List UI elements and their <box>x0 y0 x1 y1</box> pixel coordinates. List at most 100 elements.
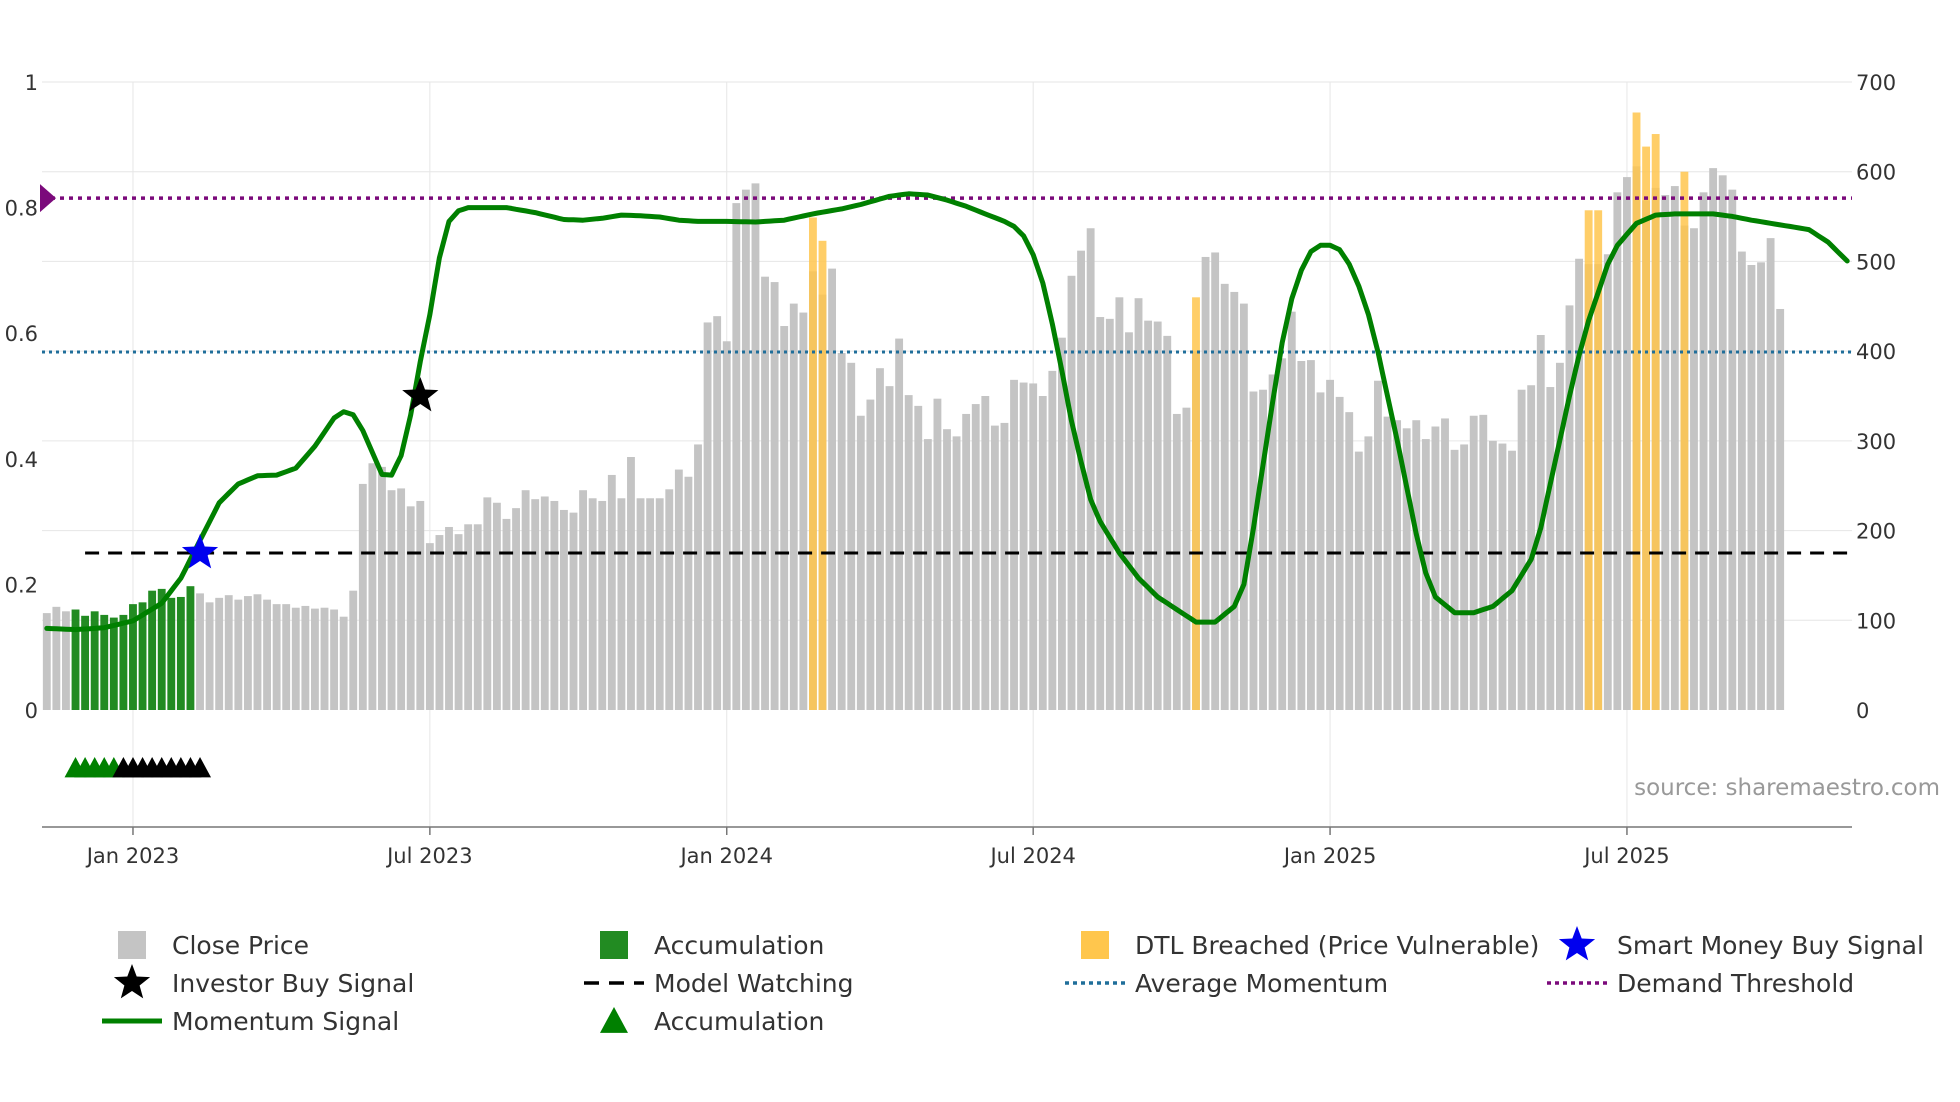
close-price-bar <box>1488 440 1497 710</box>
close-price-bar <box>1230 291 1239 710</box>
close-price-bar <box>990 425 999 710</box>
legend-label: Average Momentum <box>1135 969 1388 998</box>
close-price-bar <box>531 499 540 710</box>
dtl-breached-bar <box>1632 112 1641 710</box>
close-price-bar <box>1287 311 1296 710</box>
close-price-bar <box>1278 358 1287 710</box>
close-price-bar <box>923 439 932 710</box>
close-price-bar <box>129 604 137 710</box>
close-price-bar <box>1527 385 1536 710</box>
close-price-bar <box>1019 382 1028 710</box>
legend-item-demand: Demand Threshold <box>1547 969 1854 998</box>
close-price-bar <box>176 596 185 710</box>
close-price-bar <box>770 282 779 710</box>
close-price-bar <box>1354 451 1363 710</box>
close-price-bar <box>1517 389 1526 710</box>
close-price-bar <box>847 362 856 710</box>
close-price-bar <box>1153 321 1162 710</box>
close-price-bar <box>1776 308 1785 710</box>
close-price-bar <box>646 498 655 710</box>
investor-buy-star <box>402 377 439 412</box>
legend-swatch-dtl <box>1081 931 1109 959</box>
close-price-bar <box>1326 379 1334 710</box>
close-price-bar <box>502 518 511 710</box>
legend-label: Smart Money Buy Signal <box>1617 931 1924 960</box>
dtl-breached-bar <box>1594 210 1603 710</box>
close-price-bar <box>856 415 865 710</box>
close-price-bar <box>1048 370 1057 710</box>
close-price-bar <box>215 597 224 710</box>
close-price-bar <box>1268 374 1277 710</box>
close-price-bar <box>282 604 291 710</box>
close-price-bar <box>751 183 760 710</box>
close-price-bar <box>521 490 530 710</box>
close-price-bar <box>1345 412 1354 710</box>
legend-label: Demand Threshold <box>1617 969 1854 998</box>
close-price-bar <box>1029 383 1038 710</box>
close-price-bar <box>713 316 722 710</box>
close-price-bar <box>358 483 367 710</box>
close-price-bar <box>588 498 597 710</box>
close-price-bar <box>243 596 252 710</box>
close-price-bar <box>828 268 837 710</box>
close-price-bar <box>1603 254 1612 710</box>
close-price-bar <box>904 395 913 710</box>
close-price-bar <box>722 341 731 710</box>
close-price-bar <box>1623 177 1631 710</box>
close-price-bar <box>1508 450 1516 710</box>
right-axis-tick-label: 400 <box>1856 340 1896 364</box>
close-price-bar <box>1077 250 1086 711</box>
dtl-breached-bar <box>1680 171 1689 710</box>
x-tick-label: Jan 2024 <box>678 844 773 868</box>
close-price-bar <box>1096 317 1105 710</box>
close-price-bar <box>1306 360 1315 710</box>
close-price-bar <box>301 605 310 710</box>
close-price-bar <box>157 588 166 710</box>
close-price-bar <box>512 508 520 710</box>
close-price-bar <box>339 616 348 710</box>
close-price-bar <box>320 607 329 710</box>
close-price-bar <box>1450 449 1459 710</box>
legend-item-dtl: DTL Breached (Price Vulnerable) <box>1081 931 1539 960</box>
close-price-bar <box>550 500 559 710</box>
legend-item-momentum: Momentum Signal <box>102 1007 399 1036</box>
close-price-bar <box>234 599 243 710</box>
x-tick-label: Jul 2023 <box>385 844 472 868</box>
legend-item-investor: Investor Buy Signal <box>113 964 414 999</box>
close-price-bar <box>1670 186 1679 710</box>
legend-swatch-close <box>118 931 146 959</box>
close-price-bar <box>1383 416 1392 710</box>
close-price-bar <box>1259 389 1267 710</box>
legend-label: Model Watching <box>654 969 854 998</box>
close-price-bar <box>1460 444 1469 710</box>
close-price-bar <box>1546 387 1555 710</box>
close-price-bar <box>291 607 300 710</box>
close-price-bar <box>876 368 884 710</box>
close-price-bar <box>1201 256 1210 710</box>
close-price-bar <box>607 474 616 710</box>
legend-label: Momentum Signal <box>172 1007 399 1036</box>
legend: Close Price Accumulation DTL Breached (Pri… <box>102 926 1924 1036</box>
legend-label: DTL Breached (Price Vulnerable) <box>1135 931 1539 960</box>
smart-money-buy-star <box>181 534 219 569</box>
left-axis-tick-label: 0.4 <box>5 448 38 472</box>
close-price-bar <box>42 613 51 710</box>
close-price-bar <box>90 611 99 710</box>
close-price-bar <box>1498 443 1507 710</box>
close-price-bar <box>943 429 951 710</box>
close-price-bar <box>109 617 118 710</box>
right-axis-tick-label: 200 <box>1856 520 1896 544</box>
close-price-bar <box>492 502 501 710</box>
close-price-bar <box>789 303 798 710</box>
close-price-bar <box>579 490 588 710</box>
close-price-bar <box>311 608 319 710</box>
right-axis-tick-label: 600 <box>1856 161 1896 185</box>
close-price-bar <box>52 606 61 710</box>
close-price-bar <box>799 312 808 710</box>
demand-threshold-marker <box>40 184 56 213</box>
x-tick-label: Jan 2025 <box>1282 844 1377 868</box>
x-tick-label: Jul 2024 <box>988 844 1075 868</box>
close-price-bar <box>732 203 741 710</box>
close-price-bar <box>1747 265 1756 710</box>
